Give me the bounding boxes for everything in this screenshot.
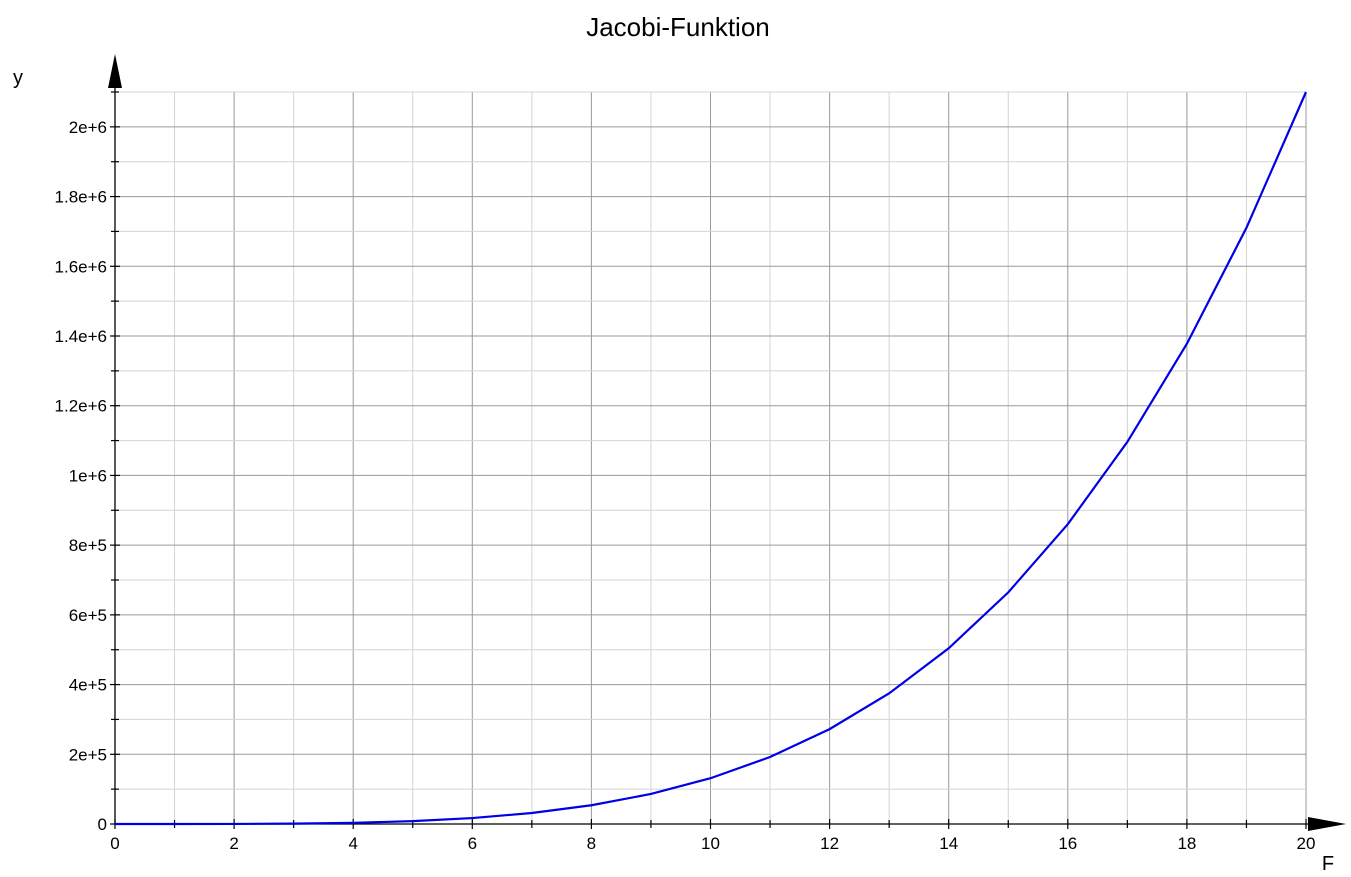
x-tick-label: 20	[1297, 834, 1316, 853]
x-tick-label: 2	[229, 834, 238, 853]
x-axis-arrow	[1308, 817, 1346, 831]
y-tick-label: 0	[98, 815, 107, 834]
y-tick-label: 1.4e+6	[55, 327, 107, 346]
y-tick-label: 2e+6	[69, 118, 107, 137]
y-axis-label: y	[13, 67, 23, 89]
y-axis-arrow	[108, 54, 122, 88]
y-tick-label: 1e+6	[69, 466, 107, 485]
x-tick-label: 6	[468, 834, 477, 853]
series-line	[115, 91, 1308, 826]
x-axis-label: F	[1322, 853, 1334, 875]
chart-title: Jacobi-Funktion	[586, 12, 770, 42]
y-tick-label: 1.2e+6	[55, 397, 107, 416]
x-tick-label: 4	[348, 834, 357, 853]
x-tick-label: 0	[110, 834, 119, 853]
x-tick-label: 16	[1058, 834, 1077, 853]
y-tick-label: 4e+5	[69, 676, 107, 695]
y-tick-label: 2e+5	[69, 745, 107, 764]
x-tick-label: 18	[1177, 834, 1196, 853]
grid	[115, 91, 1307, 824]
y-tick-label: 6e+5	[69, 606, 107, 625]
x-tick-label: 12	[820, 834, 839, 853]
ticks: 0 2 4 6 8 10 12 14 16 18 20 0 2e+5 4e+5 6e+5 8e+5 1e+6 1.…	[55, 91, 1316, 853]
y-tick-label: 8e+5	[69, 536, 107, 555]
y-tick-label: 1.6e+6	[55, 257, 107, 276]
x-tick-label: 14	[939, 834, 958, 853]
plot-area	[115, 91, 1308, 826]
y-tick-label: 1.8e+6	[55, 188, 107, 207]
x-tick-label: 8	[587, 834, 596, 853]
x-tick-label: 10	[701, 834, 720, 853]
